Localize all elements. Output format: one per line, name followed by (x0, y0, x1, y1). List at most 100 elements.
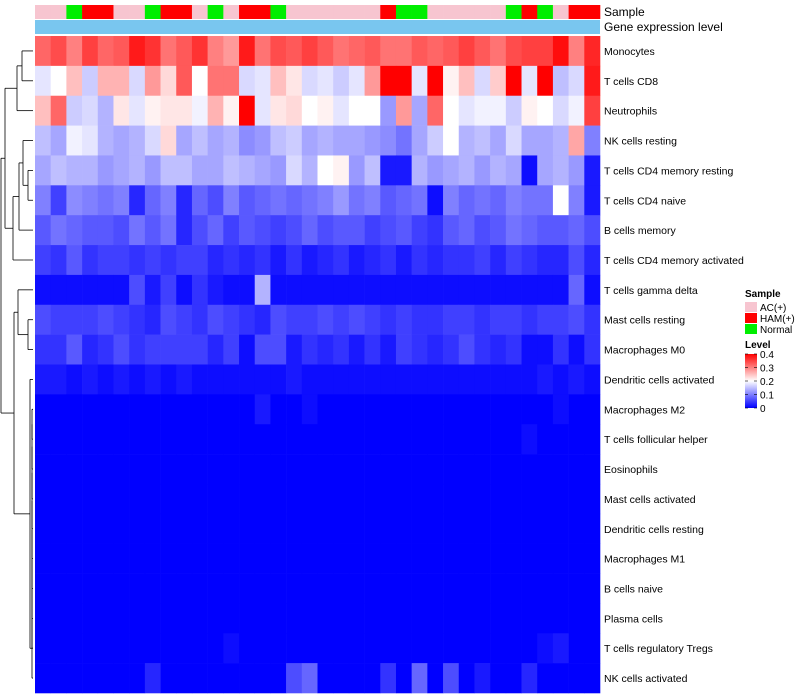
heatmap-cell (191, 155, 208, 186)
heatmap-cell (50, 215, 67, 246)
heatmap-cell (521, 304, 538, 335)
heatmap-cell (443, 65, 460, 97)
heatmap-cell (35, 304, 51, 335)
heatmap-cell (191, 36, 208, 67)
heatmap-cell (301, 304, 318, 335)
heatmap-cell (97, 334, 114, 365)
heatmap-cell (505, 36, 522, 67)
heatmap-cell (364, 95, 381, 126)
heatmap-cell (113, 394, 130, 425)
heatmap-cell (113, 364, 130, 395)
heatmap-cell (458, 483, 475, 515)
heatmap-cell (66, 424, 83, 455)
heatmap-cell (207, 663, 224, 694)
heatmap-cell (490, 633, 507, 664)
heatmap-cell (348, 155, 365, 186)
heatmap-cell (348, 185, 365, 216)
row-label: Macrophages M0 (604, 345, 685, 357)
heatmap-cell (584, 513, 601, 544)
heatmap-cell (490, 424, 507, 455)
heatmap-cell (97, 155, 114, 186)
heatmap-cell (301, 125, 318, 156)
heatmap-cell (191, 125, 208, 156)
heatmap-cell (521, 633, 538, 664)
heatmap-cell (223, 155, 240, 186)
heatmap-cell (129, 334, 146, 365)
heatmap-cell (176, 364, 193, 395)
heatmap-cell (50, 513, 67, 544)
heatmap-cell (50, 334, 67, 365)
heatmap-cell (537, 95, 554, 126)
heatmap-cell (97, 65, 114, 97)
heatmap-cell (176, 663, 193, 694)
heatmap-cell (97, 603, 114, 634)
heatmap-cell (223, 483, 240, 515)
heatmap-cell (191, 185, 208, 216)
heatmap-cell (427, 424, 444, 455)
heatmap-cell (490, 245, 507, 276)
heatmap-cell (191, 454, 208, 485)
heatmap-cell (97, 95, 114, 126)
heatmap-cell (411, 454, 428, 485)
heatmap-cell (301, 185, 318, 216)
heatmap-cell (82, 36, 99, 67)
heatmap-cell (395, 245, 412, 276)
heatmap-cell (584, 215, 601, 246)
heatmap-cell (521, 603, 538, 634)
sample-legend-swatch (745, 324, 757, 334)
heatmap-cell (380, 603, 397, 634)
row-label: NK cells activated (604, 673, 688, 685)
row-label: Dendritic cells resting (604, 524, 704, 536)
heatmap-cell (411, 215, 428, 246)
heatmap-cell (239, 36, 256, 67)
heatmap-cell (317, 95, 334, 126)
heatmap-cell (521, 424, 538, 455)
heatmap-cell (474, 483, 491, 515)
heatmap-cell (301, 274, 318, 306)
heatmap-cell (505, 95, 522, 126)
heatmap-cell (113, 304, 130, 335)
heatmap-cell (568, 364, 585, 395)
heatmap-cell (270, 543, 287, 574)
heatmap-cell (254, 633, 271, 664)
heatmap-cell (348, 633, 365, 664)
heatmap-cell (129, 483, 146, 515)
heatmap-cell (584, 663, 601, 694)
sample-annotation-cell (537, 5, 554, 19)
heatmap-cell (427, 543, 444, 574)
heatmap-cell (584, 454, 601, 485)
heatmap-cell (490, 185, 507, 216)
heatmap-cell (82, 573, 99, 604)
heatmap-cell (348, 36, 365, 67)
heatmap-cell (113, 215, 130, 246)
heatmap-cell (490, 603, 507, 634)
heatmap-cell (223, 185, 240, 216)
heatmap-cell (191, 424, 208, 455)
heatmap-cell (364, 513, 381, 544)
heatmap-cell (348, 603, 365, 634)
heatmap-cell (176, 633, 193, 664)
heatmap-cell (82, 215, 99, 246)
heatmap-cell (537, 155, 554, 186)
heatmap-cell (160, 185, 177, 216)
heatmap-cell (333, 274, 350, 306)
heatmap-cell (239, 364, 256, 395)
sample-annotation-cell (317, 5, 334, 19)
heatmap-cell (254, 513, 271, 544)
heatmap-cell (317, 483, 334, 515)
heatmap-cell (458, 304, 475, 335)
heatmap-cell (584, 65, 601, 97)
heatmap-cell (66, 95, 83, 126)
heatmap-cell (568, 633, 585, 664)
heatmap-cell (552, 36, 569, 67)
heatmap-cell (411, 95, 428, 126)
heatmap-cell (537, 633, 554, 664)
heatmap-cell (584, 36, 601, 67)
heatmap-cell (490, 274, 507, 306)
heatmap-cell (66, 65, 83, 97)
sample-annotation-cell (239, 5, 256, 19)
heatmap-cell (411, 304, 428, 335)
row-label: T cells CD4 memory activated (604, 255, 744, 267)
heatmap-cell (395, 274, 412, 306)
heatmap-cell (301, 543, 318, 574)
